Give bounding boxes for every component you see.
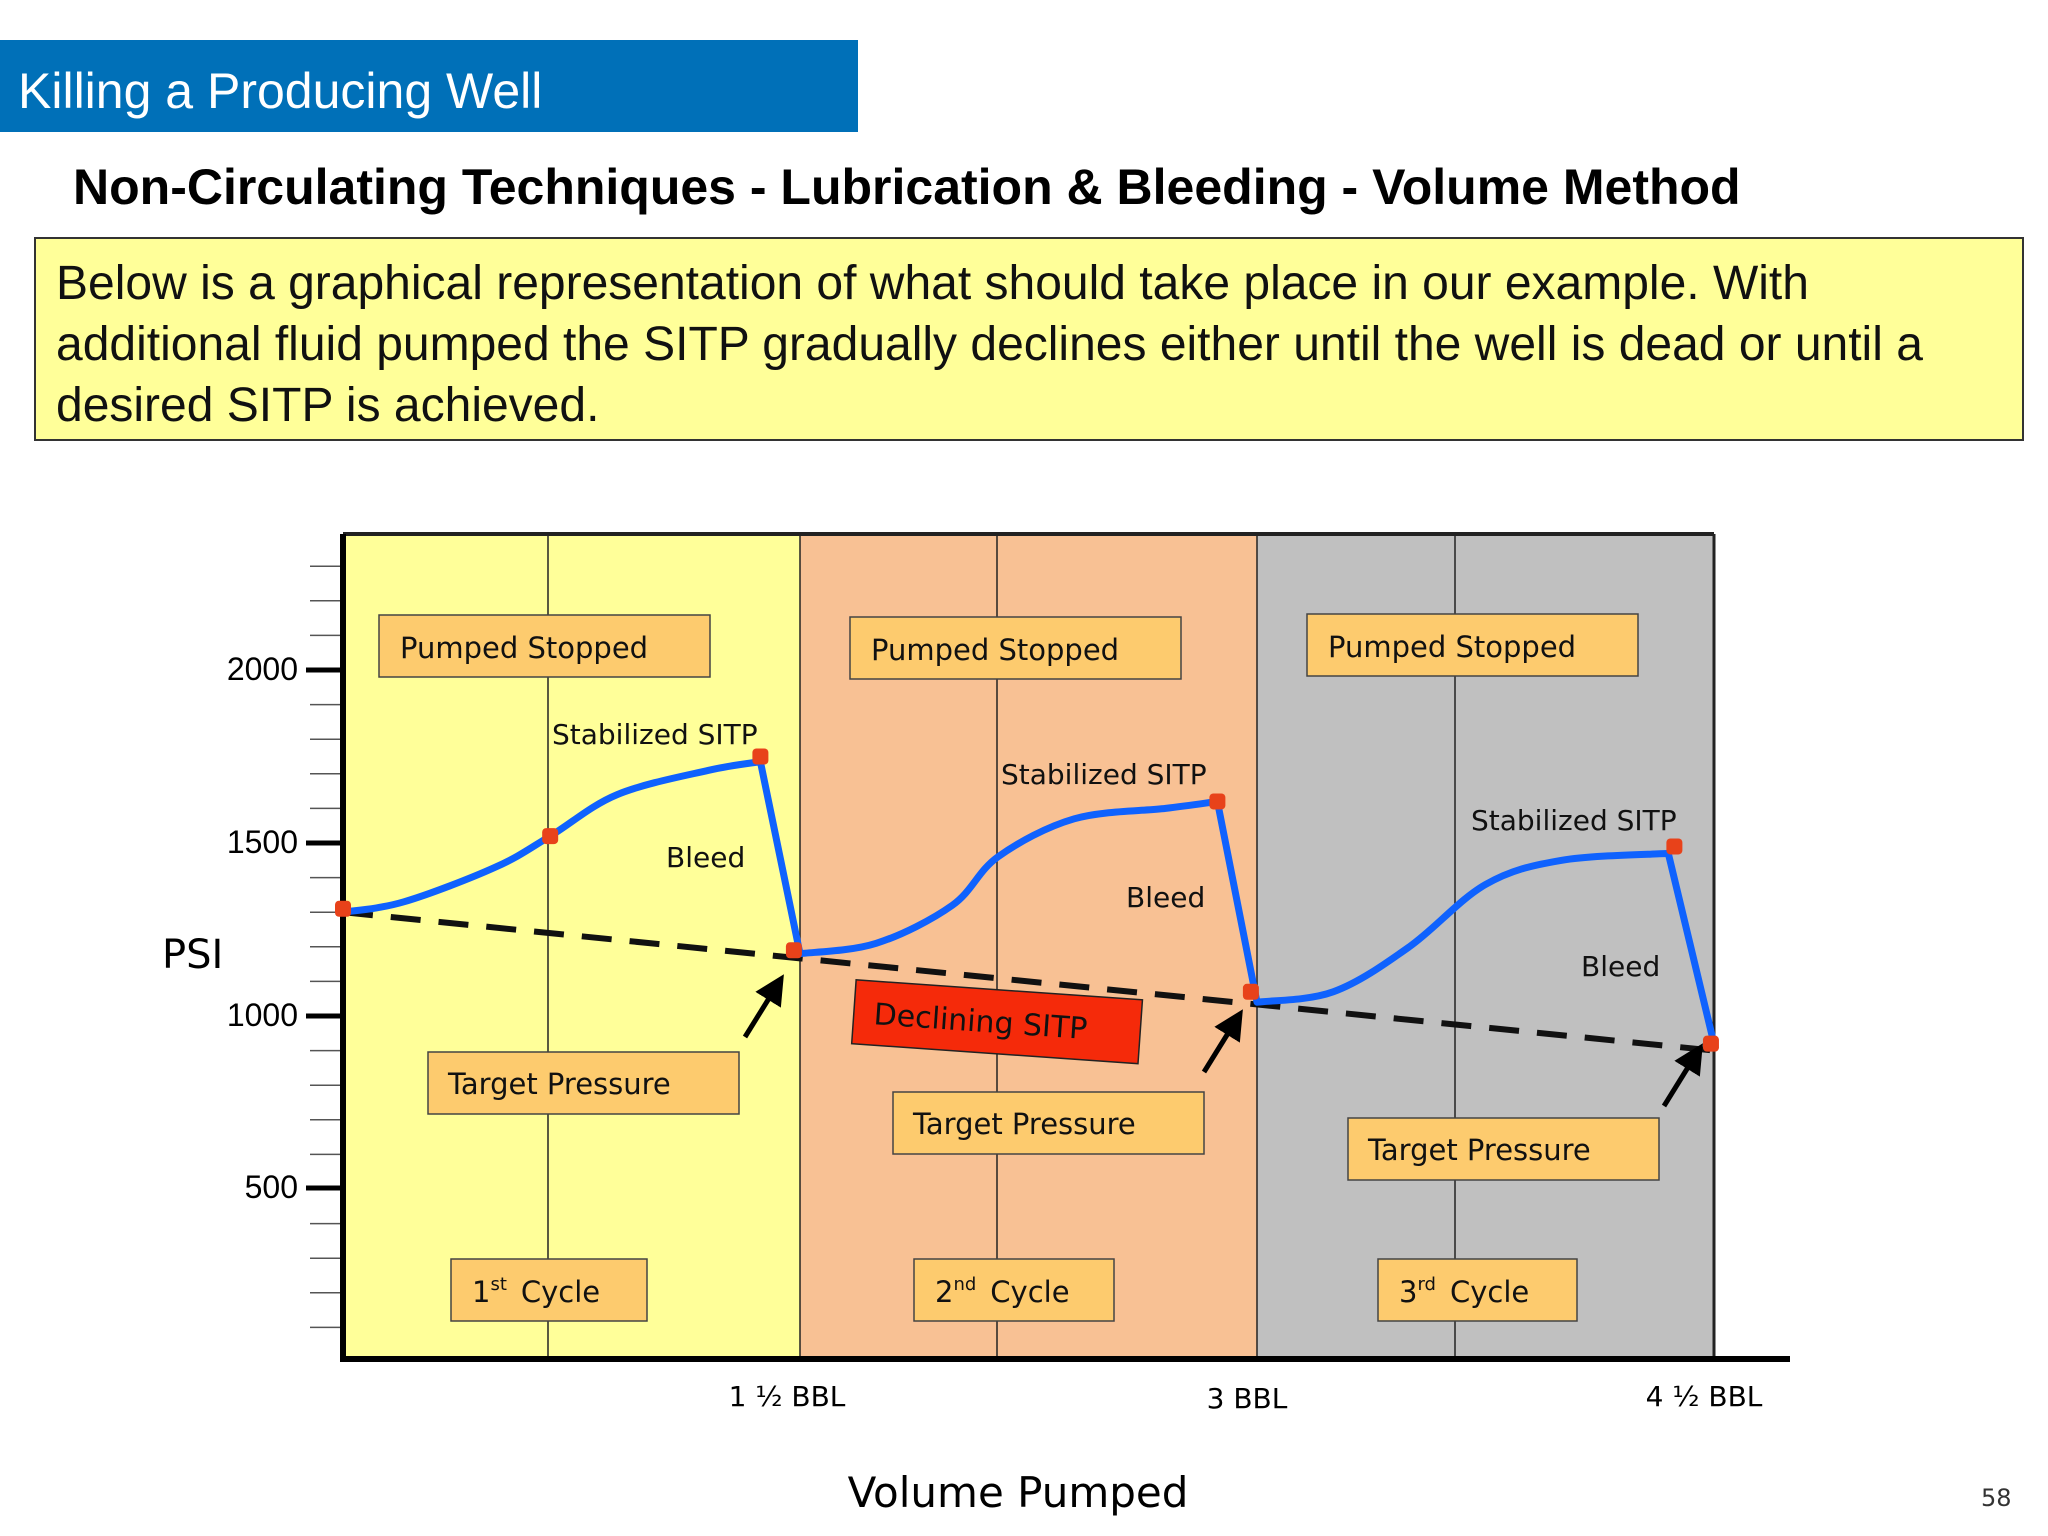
data-point-marker bbox=[785, 942, 802, 959]
y-tick-label: 500 bbox=[245, 1169, 298, 1205]
bleed-label: Bleed bbox=[1126, 881, 1205, 914]
data-point-marker bbox=[1242, 983, 1259, 1000]
target-pressure-label: Target Pressure bbox=[1367, 1133, 1591, 1167]
page-subtitle: Non-Circulating Techniques - Lubrication… bbox=[73, 159, 1741, 215]
cycle-label: 1st Cycle bbox=[472, 1274, 600, 1309]
pumped-stopped-label: Pumped Stopped bbox=[871, 633, 1119, 667]
stabilized-sitp-label: Stabilized SITP bbox=[552, 718, 758, 751]
cycle-label: 3rd Cycle bbox=[1399, 1274, 1529, 1309]
page-number: 58 bbox=[1981, 1484, 2012, 1512]
x-tick-label: 3 BBL bbox=[1207, 1382, 1288, 1415]
y-tick-label: 1000 bbox=[227, 997, 298, 1033]
data-point-marker bbox=[1702, 1035, 1719, 1052]
pumped-stopped-box bbox=[378, 614, 711, 678]
cycle-label-box bbox=[1377, 1258, 1578, 1322]
cycle-label: 2nd Cycle bbox=[935, 1274, 1070, 1309]
data-point-marker bbox=[1209, 793, 1226, 810]
target-pressure-box bbox=[427, 1051, 740, 1115]
x-tick-label: 4 ½ BBL bbox=[1646, 1380, 1763, 1413]
data-point-marker bbox=[752, 748, 769, 765]
target-pressure-trend-line bbox=[342, 909, 1715, 1054]
pumped-stopped-label: Pumped Stopped bbox=[400, 631, 648, 665]
pumped-stopped-box bbox=[1306, 613, 1639, 677]
data-point-marker bbox=[1666, 838, 1683, 855]
y-axis-label: PSI bbox=[162, 932, 223, 978]
intro-box: Below is a graphical representation of w… bbox=[34, 237, 2024, 441]
x-axis-label: Volume Pumped bbox=[848, 1468, 1189, 1517]
banner-title: Killing a Producing Well bbox=[18, 63, 543, 119]
bleed-label: Bleed bbox=[1581, 950, 1660, 983]
x-tick-label: 1 ½ BBL bbox=[729, 1380, 846, 1413]
pumped-stopped-label: Pumped Stopped bbox=[1328, 630, 1576, 664]
bleed-label: Bleed bbox=[666, 841, 745, 874]
stabilized-sitp-label: Stabilized SITP bbox=[1471, 804, 1677, 837]
data-point-marker bbox=[335, 900, 351, 917]
pumped-stopped-box bbox=[849, 616, 1182, 680]
target-pressure-label: Target Pressure bbox=[912, 1107, 1136, 1141]
arrow-icon bbox=[742, 974, 784, 1039]
cycle-label-box bbox=[913, 1258, 1115, 1322]
target-pressure-box bbox=[892, 1091, 1205, 1155]
y-tick-label: 2000 bbox=[227, 651, 298, 687]
y-minor-ticks bbox=[310, 565, 343, 1329]
data-point-marker bbox=[542, 828, 559, 845]
declining-sitp-annotation: Declining SITP bbox=[850, 979, 1144, 1065]
target-pressure-box bbox=[1347, 1117, 1660, 1181]
target-pressure-label: Target Pressure bbox=[447, 1067, 671, 1101]
declining-sitp-box bbox=[850, 979, 1144, 1065]
cycle-label-box bbox=[450, 1258, 648, 1322]
y-tick-label: 1500 bbox=[227, 824, 298, 860]
stabilized-sitp-label: Stabilized SITP bbox=[1001, 758, 1207, 791]
arrow-icon bbox=[1201, 1009, 1243, 1074]
arrow-icon bbox=[1661, 1043, 1703, 1108]
title-banner: Killing a Producing Well bbox=[0, 40, 858, 132]
